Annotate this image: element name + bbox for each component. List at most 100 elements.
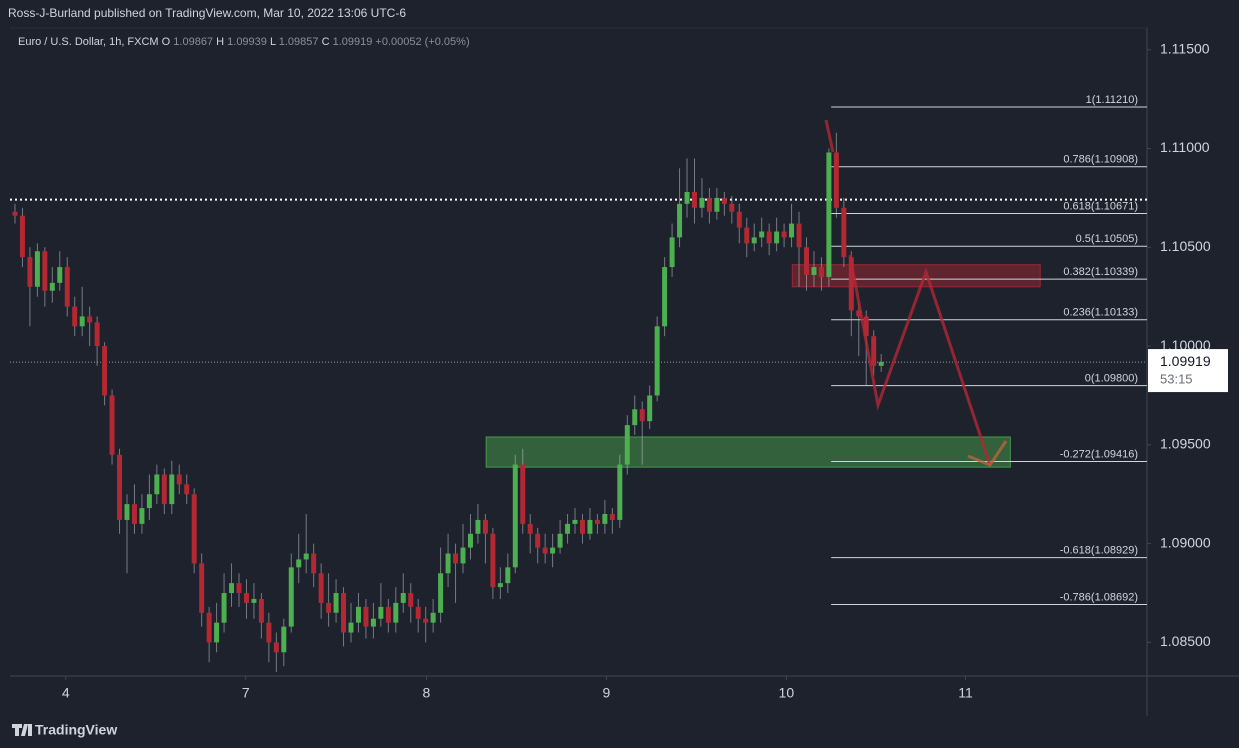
candle-body (706, 197, 712, 212)
candle-body (236, 583, 242, 594)
candle-body (161, 474, 167, 505)
candle-body (774, 231, 780, 244)
fib-label: 0.5(1.10505) (1076, 233, 1138, 245)
fib-label: -0.272(1.09416) (1060, 448, 1138, 460)
candle-body (333, 593, 339, 613)
candle-body (736, 211, 742, 228)
candle-body (527, 523, 533, 534)
candle-body (102, 346, 108, 396)
zigzag-arrow (848, 254, 992, 466)
candle-body (572, 519, 578, 524)
arrow-stroke (824, 119, 835, 153)
candle-body (206, 612, 212, 643)
candle-body (27, 257, 33, 287)
candle-body (512, 464, 518, 568)
candle-body (117, 454, 123, 520)
candle-body (423, 618, 429, 623)
candle-body (594, 519, 600, 524)
x-tick-label: 9 (602, 685, 610, 701)
candle-body (803, 247, 809, 275)
candle-body (273, 642, 279, 653)
candle-body (258, 598, 264, 623)
x-tick-label: 7 (242, 685, 250, 701)
candle-body (303, 553, 309, 560)
candle-body (856, 310, 862, 317)
candle-body (796, 223, 802, 248)
x-tick-label: 8 (423, 685, 431, 701)
legend-key: L (270, 36, 276, 48)
candle-body (42, 251, 48, 291)
candle-body (729, 203, 735, 212)
candle-body (542, 547, 548, 554)
candle-body (139, 508, 145, 524)
legend-value: 1.09939 (227, 36, 267, 48)
candle-body (751, 237, 757, 244)
candle-body (79, 316, 85, 327)
plot-area (10, 28, 1147, 676)
candle-body (744, 227, 750, 244)
candle-body (57, 267, 63, 283)
symbol: Euro / U.S. Dollar, 1h, FXCM (18, 36, 159, 48)
fib-label: 0.786(1.10908) (1063, 154, 1138, 166)
y-tick-label: 1.10500 (1160, 238, 1211, 254)
candle-body (94, 322, 100, 347)
candle-body (109, 395, 115, 455)
publisher: Ross-J-Burland published on TradingView.… (8, 6, 406, 20)
legend-value: 1.09857 (279, 36, 319, 48)
logo (12, 724, 32, 736)
candle-body (191, 494, 197, 564)
candle-body (214, 622, 220, 643)
candle-body (789, 223, 795, 238)
candle-body (146, 494, 152, 509)
legend-value: 1.09919 (333, 36, 373, 48)
fib-label: 0.236(1.10133) (1063, 307, 1138, 319)
price-label: 1.09919 (1160, 353, 1211, 369)
arrow-head (967, 440, 1008, 467)
candle-body (759, 231, 765, 238)
candle-body (505, 567, 511, 584)
candle-body (699, 197, 705, 208)
candle-body (639, 409, 645, 422)
candle-body (415, 606, 421, 619)
fib-label: 1(1.11210) (1086, 94, 1138, 106)
candle-body (184, 484, 190, 495)
countdown: 53:15 (1160, 372, 1193, 387)
candle-body (617, 464, 623, 520)
candle-body (669, 237, 675, 268)
candle-body (124, 504, 130, 520)
candle-body (393, 602, 399, 623)
candle-body (281, 626, 287, 653)
fib-label: -0.786(1.08692) (1060, 591, 1138, 603)
candle-body (565, 523, 571, 534)
candle-body (378, 606, 384, 619)
candle-body (408, 593, 414, 607)
candle-body (482, 519, 488, 534)
candle-body (72, 306, 78, 327)
candle-body (341, 593, 347, 633)
legend-value: 1.09867 (173, 36, 213, 48)
candle-body (624, 425, 630, 465)
candle-body (677, 203, 683, 238)
candle-body (871, 336, 877, 366)
candle-body (811, 267, 817, 275)
candle-body (12, 211, 18, 216)
candle-body (370, 618, 376, 627)
candle-body (684, 191, 690, 204)
candle-body (781, 231, 787, 238)
candle-body (288, 567, 294, 627)
candle-body (587, 519, 593, 534)
y-tick-label: 1.09500 (1160, 436, 1211, 452)
marks: 1(1.11210) 0.786(1.10908) 0.618(1.10671) 0.… (10, 94, 1147, 673)
legend-key: O (162, 36, 171, 48)
projection (824, 119, 1008, 467)
y-tick-label: 1.09000 (1160, 534, 1211, 550)
y-tick-label: 1.10000 (1160, 337, 1211, 353)
candle-body (430, 612, 436, 623)
candle-body (647, 395, 653, 422)
candle-body (714, 197, 720, 212)
candle-body (296, 559, 302, 568)
candle-body (251, 598, 257, 603)
x-tick-label: 10 (779, 685, 795, 701)
